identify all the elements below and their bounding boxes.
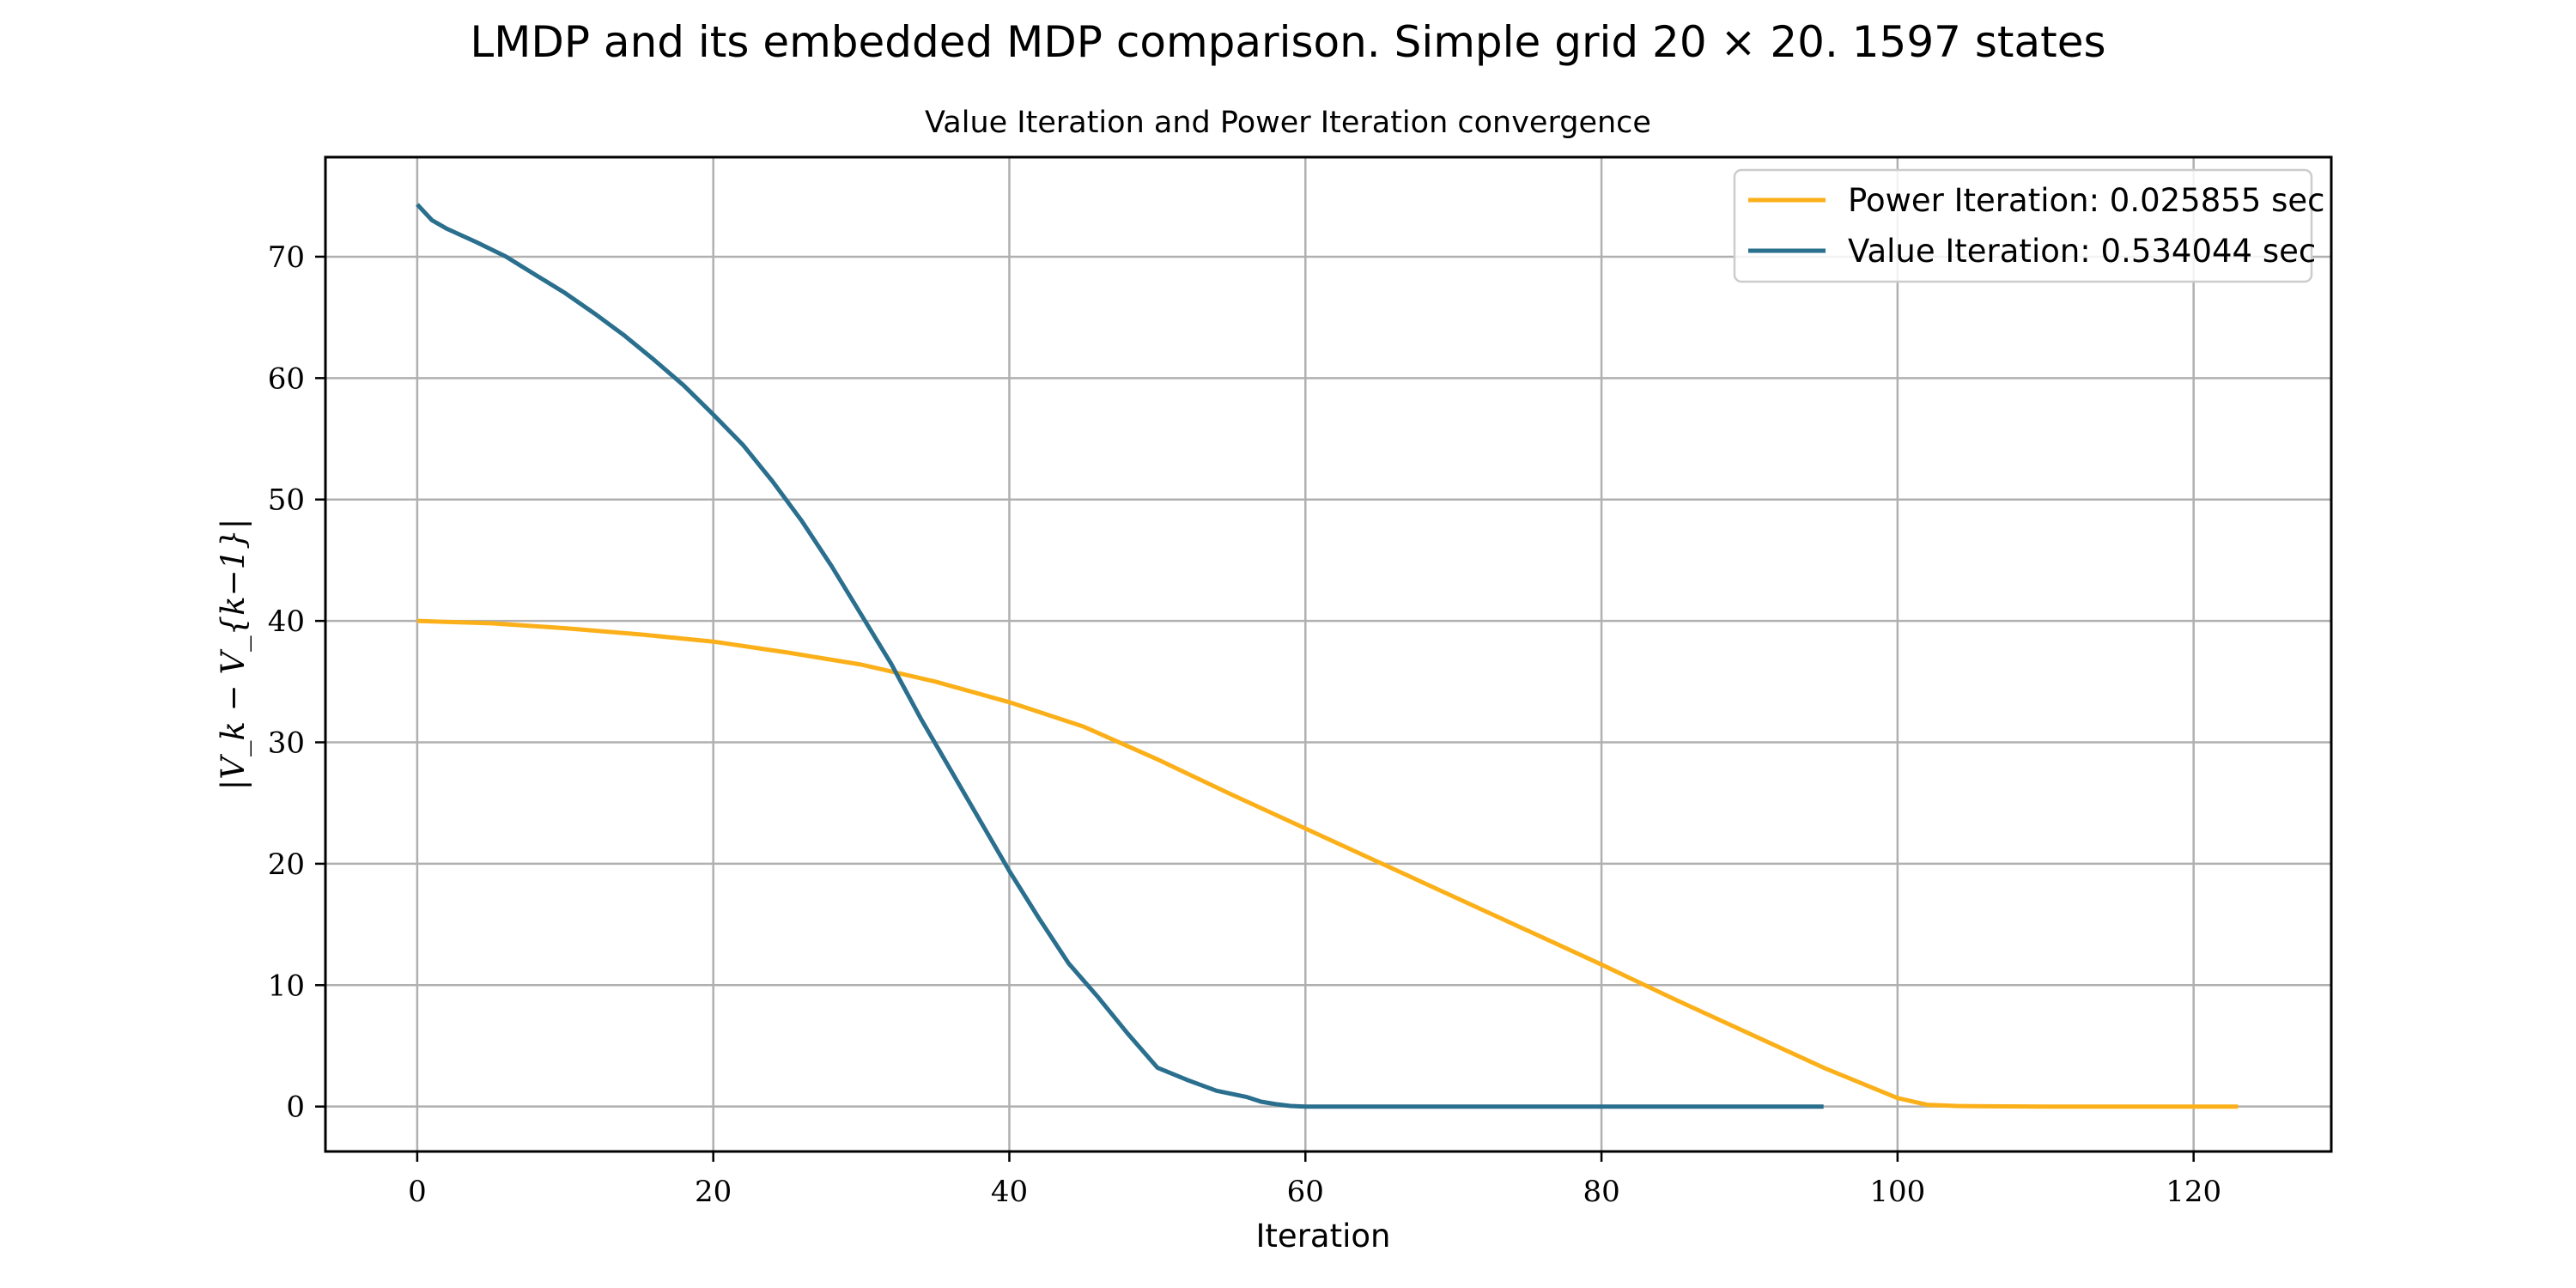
y-tick-label: 20	[268, 848, 305, 882]
series-line-value-iteration	[416, 203, 1824, 1109]
y-tick-label: 70	[268, 240, 305, 275]
chart-title: Value Iteration and Power Iteration conv…	[925, 106, 1651, 140]
series-layer	[416, 203, 2239, 1109]
legend: Power Iteration: 0.025855 sec Value Iter…	[1733, 168, 2325, 283]
x-tick-label: 20	[695, 1175, 732, 1209]
y-tick-label: 40	[268, 605, 305, 639]
x-tick-label: 100	[1869, 1175, 1925, 1209]
y-tick-label: 60	[268, 361, 305, 396]
x-tick-label: 80	[1583, 1175, 1619, 1209]
x-axis-ticks: 0 20 40 60 80 100 120	[408, 1151, 2221, 1209]
legend-box	[1733, 168, 2313, 283]
y-tick-label: 30	[268, 726, 305, 761]
grid	[325, 157, 2331, 1151]
plot-frame	[324, 155, 2333, 1153]
legend-label-power-iteration: Power Iteration: 0.025855 sec	[1848, 182, 2325, 219]
y-axis-ticks: 0 10 20 30 40 50 60 70	[268, 240, 325, 1125]
x-tick-label: 40	[991, 1175, 1028, 1209]
y-tick-label: 10	[268, 969, 305, 1003]
x-tick-label: 0	[408, 1175, 427, 1209]
y-axis-label: |V_k − V_{k−1}|	[215, 519, 252, 790]
series-line-power-iteration	[416, 618, 2239, 1109]
x-tick-label: 60	[1287, 1175, 1324, 1209]
y-tick-label: 0	[286, 1091, 305, 1125]
x-axis-label: Iteration	[1256, 1218, 1391, 1255]
legend-label-value-iteration: Value Iteration: 0.534044 sec	[1848, 233, 2316, 270]
figure-suptitle: LMDP and its embedded MDP comparison. Si…	[470, 17, 2105, 67]
y-tick-label: 50	[268, 483, 305, 518]
x-tick-label: 120	[2166, 1175, 2221, 1209]
